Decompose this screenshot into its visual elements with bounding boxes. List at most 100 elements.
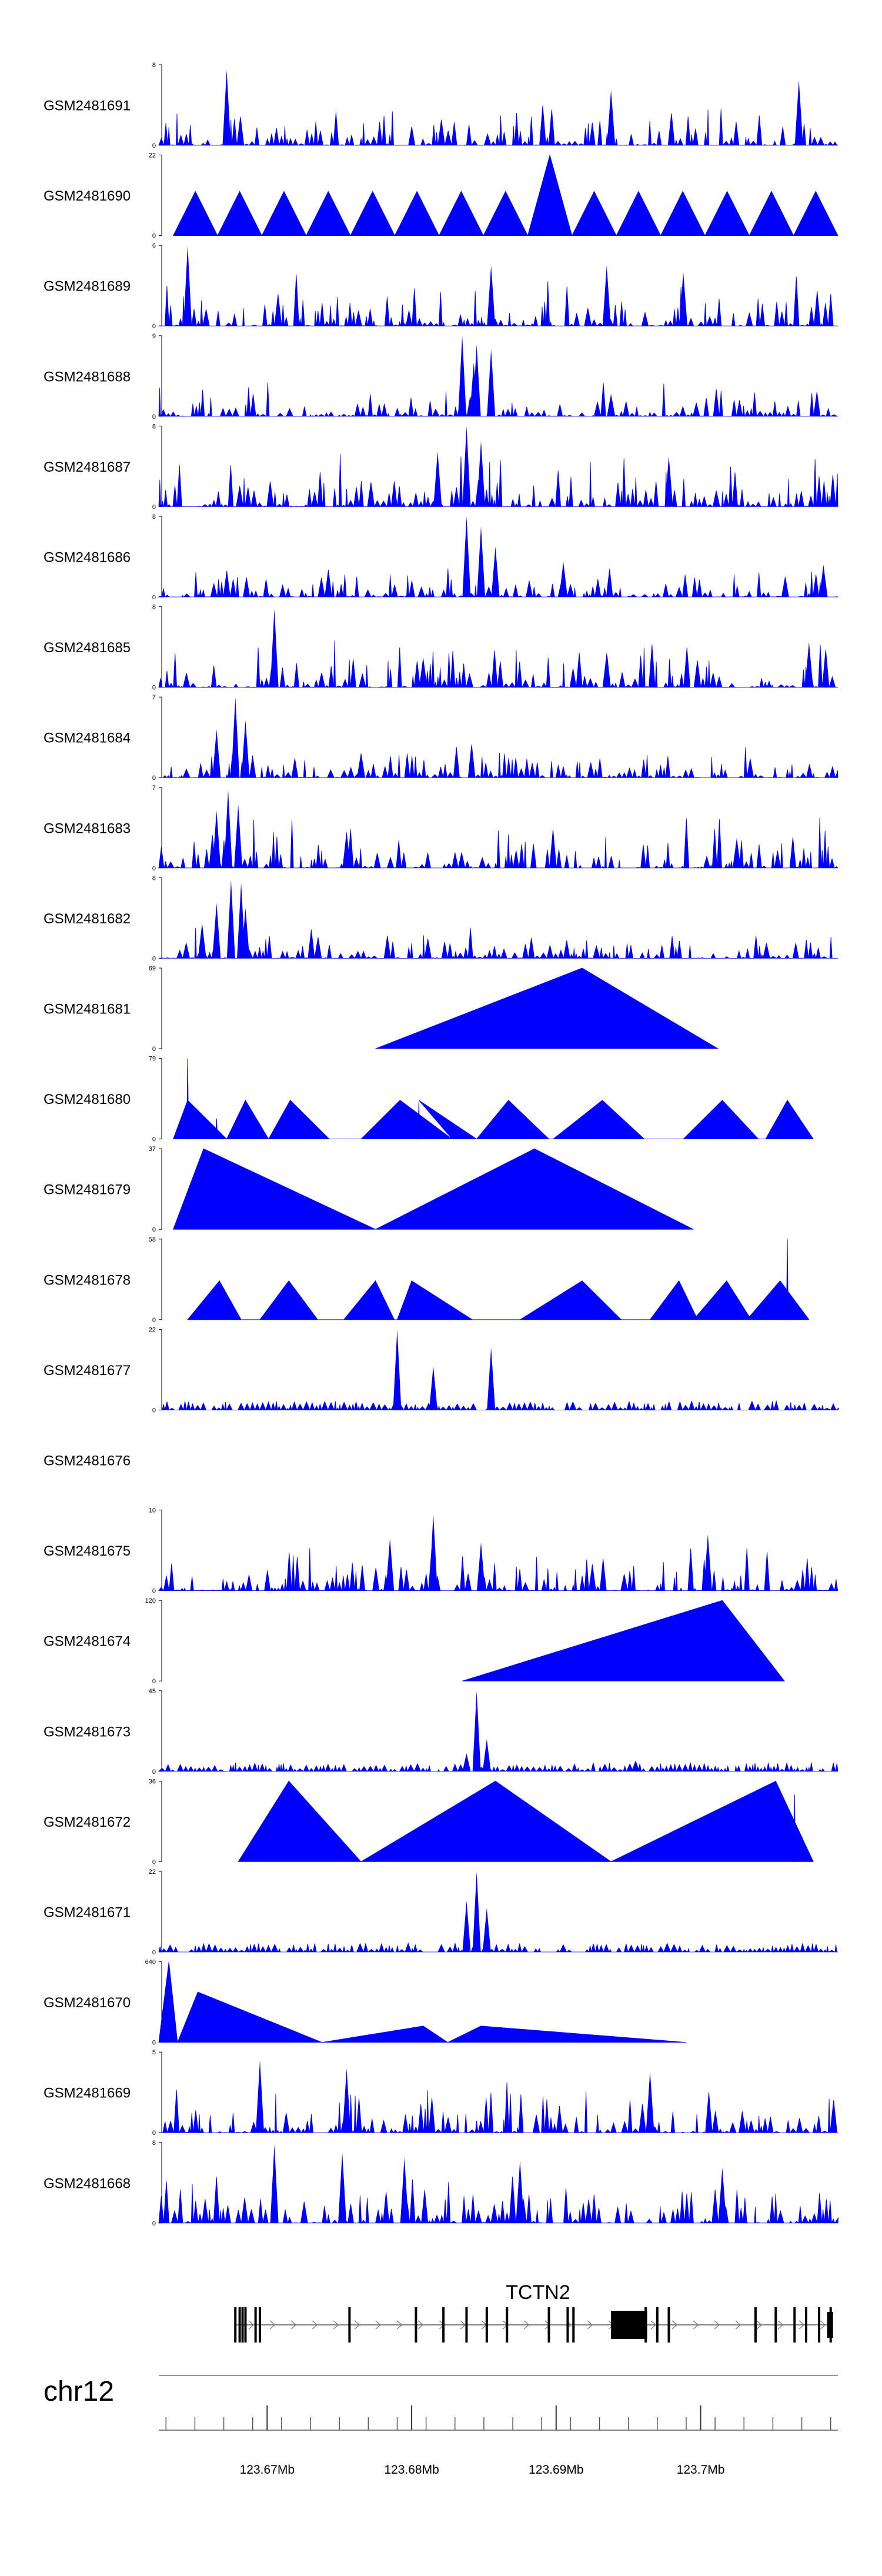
coverage-peak xyxy=(631,1760,640,1771)
coverage-peak xyxy=(429,1366,437,1410)
coverage-area xyxy=(173,1148,694,1230)
y-min-label: 0 xyxy=(152,594,156,601)
exon xyxy=(656,2307,659,2343)
y-min-label: 0 xyxy=(152,142,156,149)
exon xyxy=(667,2307,670,2343)
track-label: GSM2481681 xyxy=(44,1002,131,1017)
coverage-area xyxy=(158,1548,838,1592)
strand-arrow xyxy=(820,2320,826,2330)
coverage-peak xyxy=(386,1538,395,1591)
coverage-peak xyxy=(222,69,231,145)
track-GSM2481674: GSM2481674 120 0 xyxy=(44,1597,785,1685)
track-label: GSM2481670 xyxy=(44,1995,131,2011)
coverage-area xyxy=(462,1600,785,1681)
coverage-peak xyxy=(732,837,741,868)
strand-arrow xyxy=(290,2320,297,2330)
y-max-label: 7 xyxy=(152,785,156,792)
y-min-label: 0 xyxy=(152,775,156,782)
y-max-label: 58 xyxy=(149,1236,156,1243)
coverage-peak xyxy=(342,2068,351,2133)
coverage-area xyxy=(238,1780,814,1862)
track-GSM2481690: GSM2481690 22 0 xyxy=(44,152,838,240)
coverage-peak xyxy=(256,2060,265,2133)
coverage-peak xyxy=(794,79,803,145)
coverage-peak xyxy=(458,335,467,416)
coverage-peak xyxy=(472,1871,481,1952)
coverage-peak xyxy=(487,1347,496,1410)
exon xyxy=(774,2307,777,2343)
track-GSM2481672: GSM2481672 36 0 xyxy=(44,1778,814,1866)
y-max-label: 6 xyxy=(152,242,156,249)
exon-block xyxy=(611,2311,647,2339)
track-GSM2481681: GSM2481681 69 0 xyxy=(44,965,719,1053)
y-max-label: 10 xyxy=(149,1507,156,1514)
y-min-label: 0 xyxy=(152,2220,156,2227)
track-label: GSM2481669 xyxy=(44,2086,131,2101)
coverage-peak xyxy=(469,362,478,416)
strand-arrow xyxy=(396,2320,403,2330)
coverage-spike xyxy=(186,1058,189,1140)
track-label: GSM2481680 xyxy=(44,1092,131,1107)
exon xyxy=(818,2307,821,2343)
exon xyxy=(485,2307,488,2343)
coverage-peak xyxy=(472,1690,481,1771)
strand-arrow xyxy=(417,2320,424,2330)
track-label: GSM2481690 xyxy=(44,188,131,204)
y-min-label: 0 xyxy=(152,233,156,240)
track-GSM2481683: GSM2481683 7 0 xyxy=(44,785,838,872)
coverage-peak xyxy=(241,907,250,959)
coverage-area xyxy=(158,1961,687,2043)
strand-arrow xyxy=(693,2320,699,2330)
y-min-label: 0 xyxy=(152,865,156,872)
y-max-label: 45 xyxy=(149,1688,156,1695)
coverage-peak xyxy=(393,1329,402,1410)
exon xyxy=(547,2307,550,2343)
coverage-peak xyxy=(804,642,813,688)
coverage-peak xyxy=(482,1908,491,1952)
coverage-spike xyxy=(417,1102,420,1140)
track-GSM2481679: GSM2481679 37 0 xyxy=(44,1146,694,1233)
track-GSM2481673: GSM2481673 45 0 xyxy=(44,1688,838,1776)
coverage-peak xyxy=(400,2157,409,2223)
coverage-area xyxy=(158,1942,838,1953)
y-min-label: 0 xyxy=(152,955,156,962)
exon xyxy=(241,2307,244,2343)
strand-arrow xyxy=(248,2320,255,2330)
y-max-label: 8 xyxy=(152,2140,156,2147)
y-min-label: 0 xyxy=(152,1588,156,1595)
strand-arrow xyxy=(375,2320,382,2330)
coverage-peak xyxy=(462,1900,471,1952)
coverage-peak xyxy=(183,245,192,326)
coverage-peak xyxy=(703,1534,712,1591)
coverage-peak xyxy=(477,441,486,507)
track-GSM2481686: GSM2481686 8 0 xyxy=(44,513,838,601)
y-min-label: 0 xyxy=(152,503,156,510)
exon xyxy=(415,2307,417,2343)
strand-arrow xyxy=(777,2320,784,2330)
track-label: GSM2481687 xyxy=(44,459,131,475)
tick-label: 123.67Mb xyxy=(240,2463,295,2477)
coverage-peak xyxy=(462,1753,471,1771)
coverage-peak xyxy=(212,729,221,778)
coverage-peak xyxy=(462,426,471,507)
coverage-tracks: GSM248169180GSM2481690220GSM248168960GSM… xyxy=(44,62,840,2227)
track-label: GSM2481676 xyxy=(44,1453,131,1469)
y-max-label: 8 xyxy=(152,604,156,611)
tick-label: 123.69Mb xyxy=(529,2463,583,2477)
coverage-peak xyxy=(226,879,235,959)
coverage-peak xyxy=(477,526,486,597)
coverage-peak xyxy=(477,1542,486,1591)
coverage-area xyxy=(172,154,838,236)
track-GSM2481682: GSM2481682 8 0 xyxy=(44,875,838,962)
coverage-area xyxy=(158,2177,839,2224)
track-label: GSM2481674 xyxy=(44,1634,131,1650)
coverage-peak xyxy=(419,657,427,688)
track-GSM2481669: GSM2481669 5 0 xyxy=(44,2049,838,2137)
exon xyxy=(827,2312,833,2338)
exon xyxy=(754,2307,757,2343)
y-max-label: 69 xyxy=(149,965,156,972)
strand-arrow xyxy=(269,2320,276,2330)
track-label: GSM2481682 xyxy=(44,911,131,927)
coverage-peak xyxy=(602,265,611,326)
track-label: GSM2481685 xyxy=(44,640,131,656)
